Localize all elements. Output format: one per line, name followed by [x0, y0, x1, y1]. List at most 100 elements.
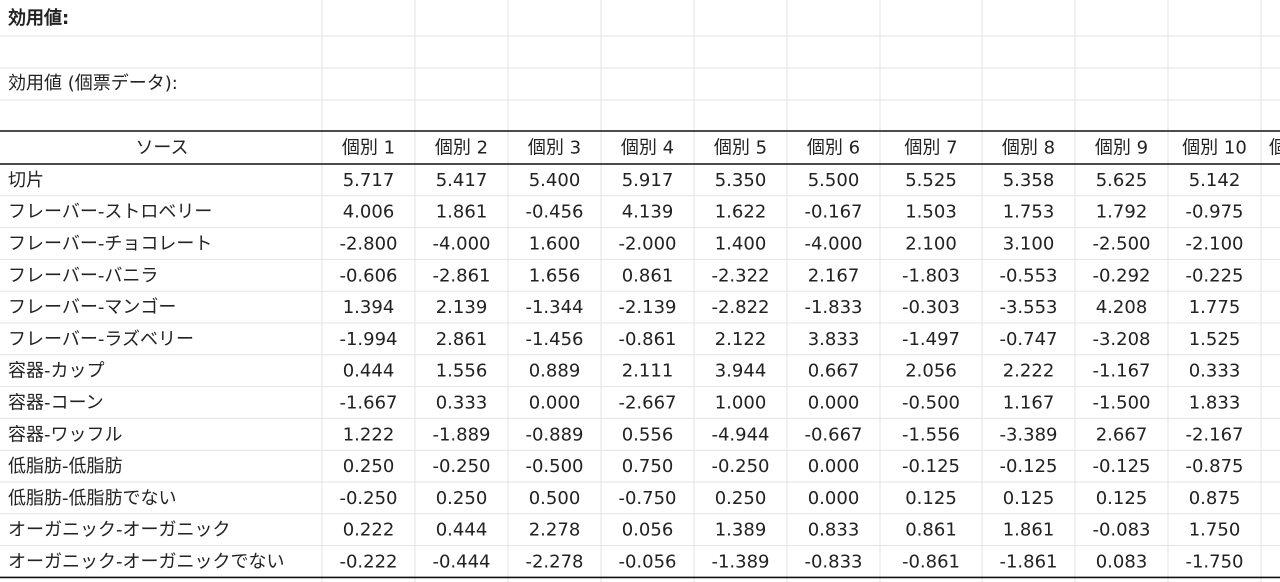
value-cell: -0.975 — [1185, 202, 1243, 223]
value-cell: 1.600 — [529, 234, 581, 255]
value-cell: 1.503 — [905, 202, 957, 223]
value-cell: 3.833 — [808, 329, 860, 350]
value-cell: -0.833 — [804, 552, 862, 573]
value-cell: -2.861 — [432, 265, 490, 286]
header-cell: 個別 7 — [904, 138, 957, 159]
row-label: 切片 — [8, 170, 44, 191]
value-cell: 1.833 — [1189, 393, 1241, 414]
value-cell: -2.800 — [339, 234, 397, 255]
value-cell: -2.000 — [618, 234, 676, 255]
row-label: フレーバー-バニラ — [8, 265, 158, 286]
row-label: フレーバー-ストロベリー — [8, 202, 212, 223]
value-cell: 3.100 — [1003, 234, 1055, 255]
value-cell: -2.500 — [1092, 234, 1150, 255]
value-cell: 1.389 — [715, 520, 767, 541]
header-cell: 個別 1 — [342, 138, 395, 159]
row-label: 容器-カップ — [8, 361, 105, 382]
value-cell: 1.622 — [715, 202, 767, 223]
value-cell: 0.861 — [905, 520, 957, 541]
value-cell: -1.167 — [1092, 361, 1150, 382]
value-cell: -0.167 — [804, 202, 862, 223]
header-cell: 個別 2 — [435, 138, 488, 159]
value-cell: 0.833 — [808, 520, 860, 541]
value-cell: 1.167 — [1003, 393, 1055, 414]
value-cell: 2.122 — [715, 329, 767, 350]
value-cell: 0.000 — [808, 393, 860, 414]
value-cell: 0.889 — [529, 361, 581, 382]
value-cell: -4.000 — [804, 234, 862, 255]
value-cell: -1.833 — [804, 297, 862, 318]
value-cell: 5.350 — [715, 170, 767, 191]
value-cell: -0.750 — [618, 488, 676, 509]
value-cell: 2.167 — [808, 265, 860, 286]
value-cell: -2.139 — [618, 297, 676, 318]
value-cell: -0.056 — [618, 552, 676, 573]
value-cell: 1.861 — [436, 202, 488, 223]
value-cell: 0.861 — [622, 265, 674, 286]
value-cell: -1.861 — [999, 552, 1057, 573]
value-cell: -0.553 — [999, 265, 1057, 286]
value-cell: -4.000 — [432, 234, 490, 255]
value-cell: -3.553 — [999, 297, 1057, 318]
value-cell: -0.606 — [339, 265, 397, 286]
value-cell: 0.125 — [905, 488, 957, 509]
value-cell: -0.500 — [525, 456, 583, 477]
value-cell: 0.333 — [1189, 361, 1241, 382]
value-cell: -1.556 — [902, 424, 960, 445]
value-cell: 0.056 — [622, 520, 674, 541]
value-cell: 2.056 — [905, 361, 957, 382]
value-cell: 1.656 — [529, 265, 581, 286]
header-cell: 個別 4 — [621, 138, 674, 159]
value-cell: 1.000 — [715, 393, 767, 414]
value-cell: -0.250 — [339, 488, 397, 509]
value-cell: -2.278 — [525, 552, 583, 573]
row-label: 容器-コーン — [8, 393, 104, 414]
header-cell: 個別 8 — [1002, 138, 1055, 159]
row-label: 容器-ワッフル — [8, 424, 123, 445]
value-cell: 5.358 — [1003, 170, 1055, 191]
value-cell: -0.250 — [711, 456, 769, 477]
value-cell: -1.497 — [902, 329, 960, 350]
value-cell: 4.208 — [1096, 297, 1148, 318]
value-cell: -0.125 — [1092, 456, 1150, 477]
value-cell: 5.625 — [1096, 170, 1148, 191]
value-cell: 2.667 — [1096, 424, 1148, 445]
row-label: オーガニック-オーガニックでない — [8, 552, 285, 573]
value-cell: -1.803 — [902, 265, 960, 286]
value-cell: 0.500 — [529, 488, 581, 509]
value-cell: -2.100 — [1185, 234, 1243, 255]
value-cell: 2.100 — [905, 234, 957, 255]
row-label: フレーバー-マンゴー — [8, 297, 176, 318]
value-cell: -2.322 — [711, 265, 769, 286]
value-cell: 4.006 — [343, 202, 395, 223]
value-cell: -0.861 — [618, 329, 676, 350]
value-cell: 2.139 — [436, 297, 488, 318]
value-cell: 0.000 — [808, 456, 860, 477]
value-cell: -0.861 — [902, 552, 960, 573]
value-cell: -1.994 — [339, 329, 397, 350]
value-cell: -0.292 — [1092, 265, 1150, 286]
sheet-title: 効用値: — [8, 7, 69, 29]
value-cell: -0.667 — [804, 424, 862, 445]
value-cell: -4.944 — [711, 424, 769, 445]
header-cell: ソース — [135, 138, 188, 159]
value-cell: 0.444 — [343, 361, 395, 382]
header-cell: 個別 10 — [1182, 138, 1247, 159]
value-cell: 0.000 — [808, 488, 860, 509]
value-cell: 0.556 — [622, 424, 674, 445]
value-cell: 0.083 — [1096, 552, 1148, 573]
value-cell: 5.400 — [529, 170, 581, 191]
value-cell: 2.111 — [622, 361, 674, 382]
header-cell: 個別 3 — [528, 138, 581, 159]
value-cell: 1.222 — [343, 424, 395, 445]
value-cell: -0.250 — [432, 456, 490, 477]
value-cell: -2.822 — [711, 297, 769, 318]
value-cell: -0.456 — [525, 202, 583, 223]
row-label: フレーバー-チョコレート — [8, 234, 212, 255]
value-cell: -1.889 — [432, 424, 490, 445]
value-cell: -2.667 — [618, 393, 676, 414]
value-cell: -1.389 — [711, 552, 769, 573]
value-cell: 1.775 — [1189, 297, 1241, 318]
value-cell: -3.208 — [1092, 329, 1150, 350]
